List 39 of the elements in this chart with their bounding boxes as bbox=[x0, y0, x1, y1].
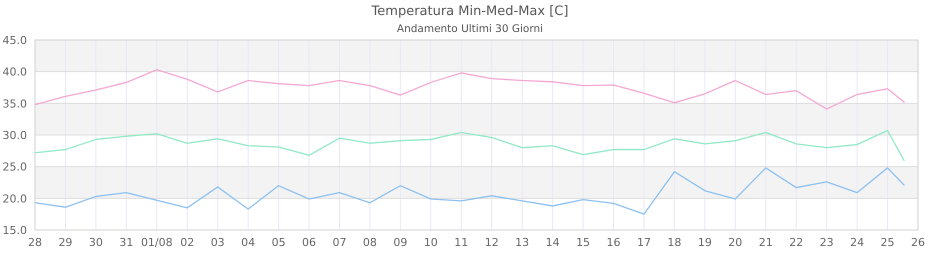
x-tick-label: 17 bbox=[636, 236, 651, 249]
x-tick-label: 10 bbox=[424, 236, 438, 249]
y-tick-label: 40.0 bbox=[2, 66, 27, 79]
x-tick-label: 02 bbox=[180, 236, 194, 249]
x-tick-label: 28 bbox=[28, 236, 42, 249]
x-tick-label: 11 bbox=[454, 236, 468, 249]
x-tick-label: 25 bbox=[880, 236, 895, 249]
x-tick-label: 15 bbox=[576, 236, 590, 249]
y-tick-label: 25.0 bbox=[2, 160, 27, 174]
x-tick-label: 20 bbox=[728, 236, 742, 249]
chart-subtitle: Andamento Ultimi 30 Giorni bbox=[396, 23, 544, 35]
y-tick-label: 20.0 bbox=[2, 192, 27, 206]
x-tick-label: 12 bbox=[484, 236, 499, 249]
x-tick-label: 05 bbox=[272, 236, 286, 249]
x-tick-label: 09 bbox=[393, 236, 408, 249]
x-tick-label: 14 bbox=[546, 236, 560, 249]
x-tick-label: 29 bbox=[58, 236, 72, 249]
x-tick-label: 16 bbox=[606, 236, 621, 249]
x-tick-label: 03 bbox=[210, 236, 225, 249]
x-tick-label: 21 bbox=[758, 236, 773, 249]
x-tick-label: 08 bbox=[362, 236, 377, 249]
y-tick-label: 15.0 bbox=[2, 224, 27, 237]
x-tick-label: 22 bbox=[789, 236, 804, 249]
x-tick-label: 31 bbox=[119, 236, 134, 249]
x-tick-label: 24 bbox=[850, 236, 864, 249]
x-tick-label: 30 bbox=[88, 236, 103, 249]
x-tick-label: 23 bbox=[820, 236, 834, 249]
y-tick-label: 45.0 bbox=[2, 34, 27, 47]
x-tick-label: 07 bbox=[332, 236, 346, 249]
y-tick-label: 30.0 bbox=[2, 129, 27, 142]
chart-title: Temperatura Min-Med-Max [C] bbox=[370, 4, 568, 19]
x-tick-label: 26 bbox=[911, 236, 925, 249]
x-tick-label: 06 bbox=[302, 236, 316, 249]
x-tick-label: 19 bbox=[698, 236, 712, 249]
x-tick-label: 01/08 bbox=[140, 236, 173, 249]
y-tick-label: 35.0 bbox=[2, 97, 27, 110]
x-tick-label: 04 bbox=[241, 236, 256, 249]
x-tick-label: 18 bbox=[667, 236, 682, 249]
x-tick-label: 13 bbox=[515, 236, 530, 249]
